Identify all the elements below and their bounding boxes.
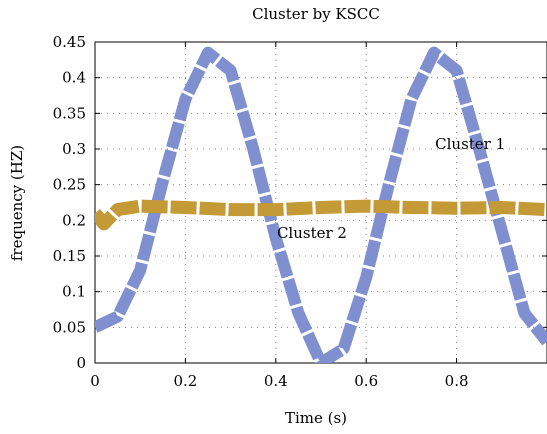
- y-tick-label: 0.2: [62, 211, 86, 229]
- y-tick-label: 0.35: [53, 104, 86, 122]
- annotation-label: Cluster 2: [277, 224, 347, 242]
- annotation-layer: Cluster 1 Cluster 2: [277, 135, 505, 242]
- y-tick-label: 0.3: [62, 140, 86, 158]
- y-tick-label: 0.1: [62, 283, 86, 301]
- series-layer: [95, 46, 547, 363]
- y-tick-label: 0.15: [53, 247, 86, 265]
- y-tick-label: 0.05: [53, 318, 86, 336]
- y-tick-label: 0.4: [62, 69, 86, 87]
- y-axis-label: frequency (HZ): [8, 145, 26, 261]
- x-tick-label: 0.4: [264, 372, 288, 390]
- x-tick-label: 0.2: [173, 372, 197, 390]
- annotation-label: Cluster 1: [435, 135, 505, 153]
- x-tick-label: 0.8: [445, 372, 469, 390]
- series-line-cluster-2: [95, 199, 547, 231]
- chart-title: Cluster by KSCC: [252, 5, 380, 23]
- axes: 0 0.2 0.4 0.6 0.8 0 0.05 0.1 0.15 0.2 0.25 0.3 0.35 0…: [53, 33, 547, 390]
- x-tick-label: 0.6: [354, 372, 378, 390]
- x-axis-label: Time (s): [285, 409, 347, 427]
- y-tick-label: 0.25: [53, 176, 86, 194]
- y-tick-label: 0: [76, 354, 86, 372]
- series-line-cluster-1: [95, 46, 547, 363]
- x-tick-label: 0: [90, 372, 100, 390]
- y-tick-label: 0.45: [53, 33, 86, 51]
